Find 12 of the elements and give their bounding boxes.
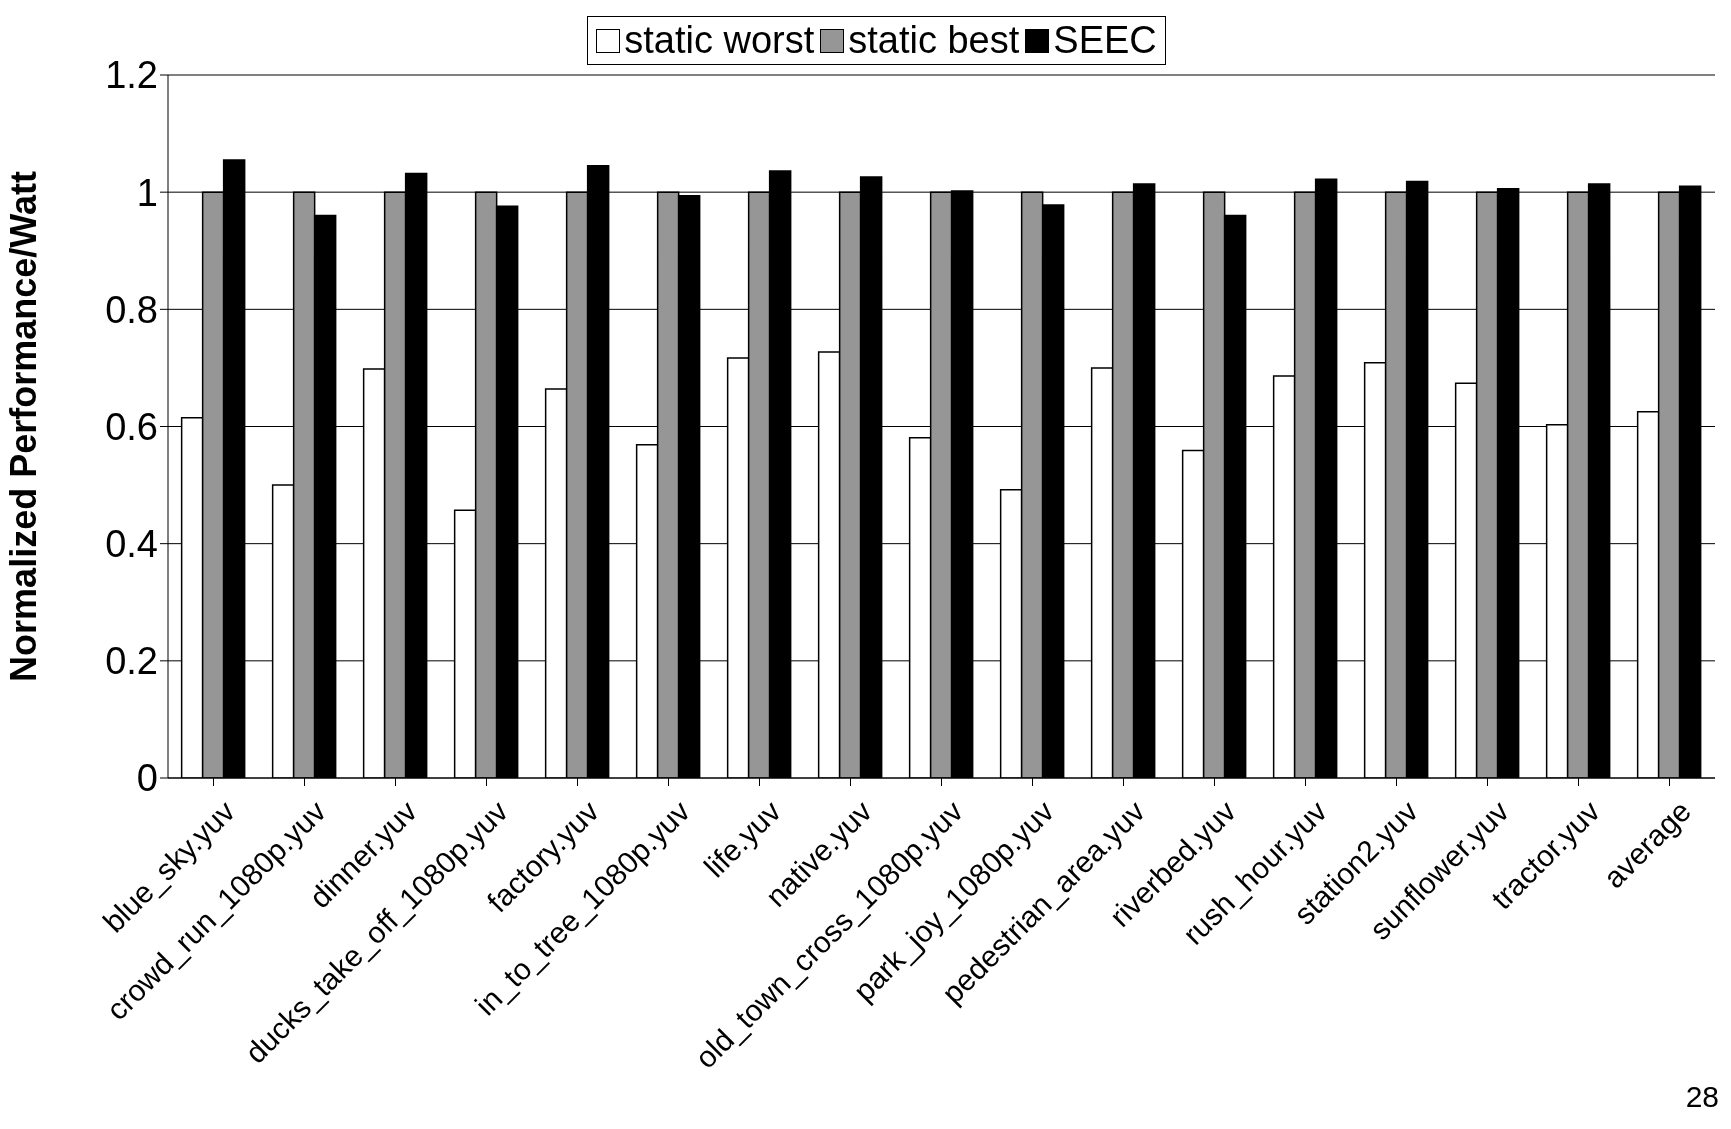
legend-label: SEEC <box>1053 19 1157 62</box>
legend-label: static worst <box>624 19 815 62</box>
y-tick-label: 0.8 <box>105 288 158 331</box>
text: 28 <box>1685 1080 1719 1114</box>
y-tick-label: 0.6 <box>105 405 158 448</box>
y-tick-label: 0 <box>136 757 158 800</box>
y-tick-label: 0.4 <box>105 523 158 566</box>
y-tick-label: 0.2 <box>105 640 158 683</box>
y-axis-title: Normalized Performance/Watt <box>2 171 44 682</box>
y-tick-label: 1.2 <box>105 54 158 97</box>
y-tick-label: 1 <box>136 171 158 214</box>
legend-label: static best <box>848 19 1020 62</box>
